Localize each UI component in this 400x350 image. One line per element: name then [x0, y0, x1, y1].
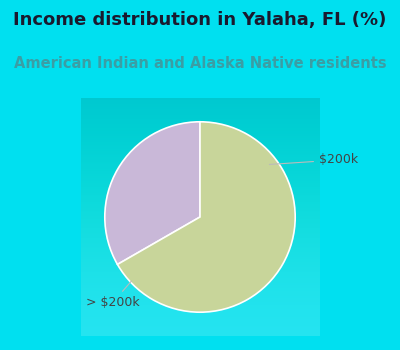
Wedge shape: [118, 122, 295, 312]
Wedge shape: [105, 122, 200, 265]
Text: $200k: $200k: [270, 153, 358, 166]
Text: > $200k: > $200k: [86, 281, 139, 309]
Text: Income distribution in Yalaha, FL (%): Income distribution in Yalaha, FL (%): [13, 10, 387, 28]
Text: American Indian and Alaska Native residents: American Indian and Alaska Native reside…: [14, 56, 386, 71]
